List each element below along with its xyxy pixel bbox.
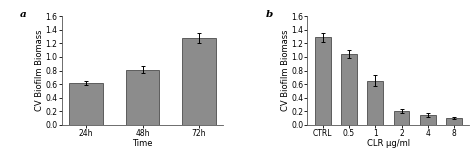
- X-axis label: CLR μg/ml: CLR μg/ml: [367, 139, 410, 148]
- Bar: [367, 81, 383, 125]
- Bar: [420, 115, 436, 125]
- Bar: [69, 83, 103, 125]
- Bar: [393, 111, 410, 125]
- Y-axis label: CV Biofilm Biomass: CV Biofilm Biomass: [281, 30, 290, 111]
- Bar: [182, 38, 216, 125]
- Y-axis label: CV Biofilm Biomass: CV Biofilm Biomass: [35, 30, 44, 111]
- Bar: [315, 37, 330, 125]
- Bar: [341, 54, 357, 125]
- Text: b: b: [265, 10, 273, 19]
- Text: a: a: [19, 10, 27, 19]
- X-axis label: Time: Time: [132, 139, 153, 148]
- Bar: [446, 118, 462, 125]
- Bar: [126, 70, 159, 125]
